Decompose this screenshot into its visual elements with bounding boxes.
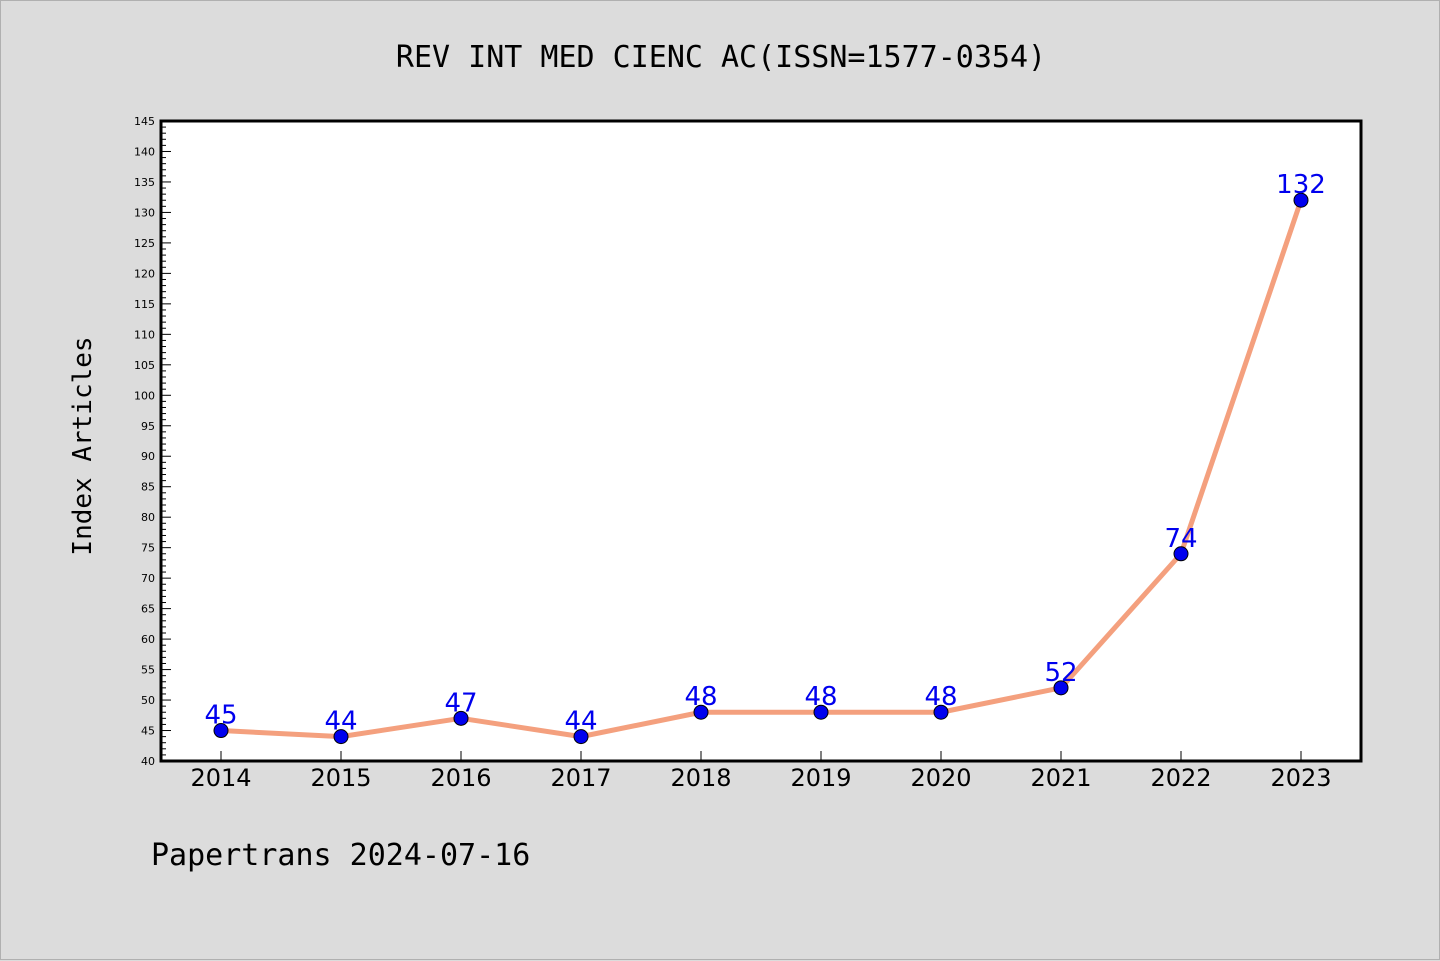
x-axis: 2014 2015 2016 2017 2018 2019 2020 2021 2022 2023 [190,751,1332,792]
y-tick-label: 65 [141,603,155,616]
y-tick-label: 135 [134,176,155,189]
y-tick-label: 115 [134,298,155,311]
y-tick-label: 100 [134,389,155,402]
data-point [573,729,589,745]
x-tick-label: 2016 [430,764,491,792]
x-tick-label: 2021 [1030,764,1091,792]
y-tick-label: 80 [141,511,155,524]
data-point [1173,546,1189,562]
data-label: 44 [564,707,597,737]
y-axis-label: Index Articles [68,336,98,555]
series-line [218,197,1304,740]
x-tick-label: 2018 [670,764,731,792]
footer-text: Papertrans 2024-07-16 [151,838,530,873]
data-label: 47 [444,688,477,718]
y-tick-label: 60 [141,633,155,646]
plot-area [159,119,1363,763]
data-point [813,704,829,720]
x-tick-label: 2014 [190,764,251,792]
x-tick-label: 2020 [910,764,971,792]
data-label-group: 45 44 47 44 48 48 48 52 74 132 [204,170,1325,736]
x-tick-label: 2015 [310,764,371,792]
data-label: 48 [924,682,957,712]
marker-group [213,192,1309,745]
y-tick-label: 145 [134,115,155,128]
data-label: 52 [1044,658,1077,688]
y-tick-label: 95 [141,420,155,433]
y-tick-label: 85 [141,481,155,494]
y-tick-label: 110 [134,328,155,341]
y-tick-label: 55 [141,664,155,677]
y-tick-label: 140 [134,145,155,158]
y-axis: 40 45 50 55 60 65 70 75 80 85 90 95 100 105 110 115 120 1… [134,115,171,768]
data-point [693,704,709,720]
data-label: 48 [684,682,717,712]
y-tick-label: 50 [141,694,155,707]
x-tick-label: 2022 [1150,764,1211,792]
y-tick-label: 130 [134,206,155,219]
data-point [933,704,949,720]
data-label: 132 [1276,170,1326,200]
y-tick-label: 40 [141,755,155,768]
y-tick-label: 45 [141,725,155,738]
data-point [1053,680,1069,696]
data-label: 48 [804,682,837,712]
data-point [333,729,349,745]
y-tick-label: 105 [134,359,155,372]
y-tick-label: 70 [141,572,155,585]
series-line-group [218,197,1304,740]
x-tick-label: 2019 [790,764,851,792]
data-label: 74 [1164,524,1197,554]
data-point [213,723,229,739]
data-label: 44 [324,707,357,737]
data-point [1293,192,1309,208]
data-point [453,710,469,726]
x-tick-label: 2023 [1270,764,1331,792]
data-label: 45 [204,701,237,731]
x-tick-label: 2017 [550,764,611,792]
y-tick-label: 125 [134,237,155,250]
y-tick-label: 90 [141,450,155,463]
chart-title: REV INT MED CIENC AC(ISSN=1577-0354) [396,40,1046,75]
y-tick-label: 120 [134,267,155,280]
y-tick-label: 75 [141,542,155,555]
